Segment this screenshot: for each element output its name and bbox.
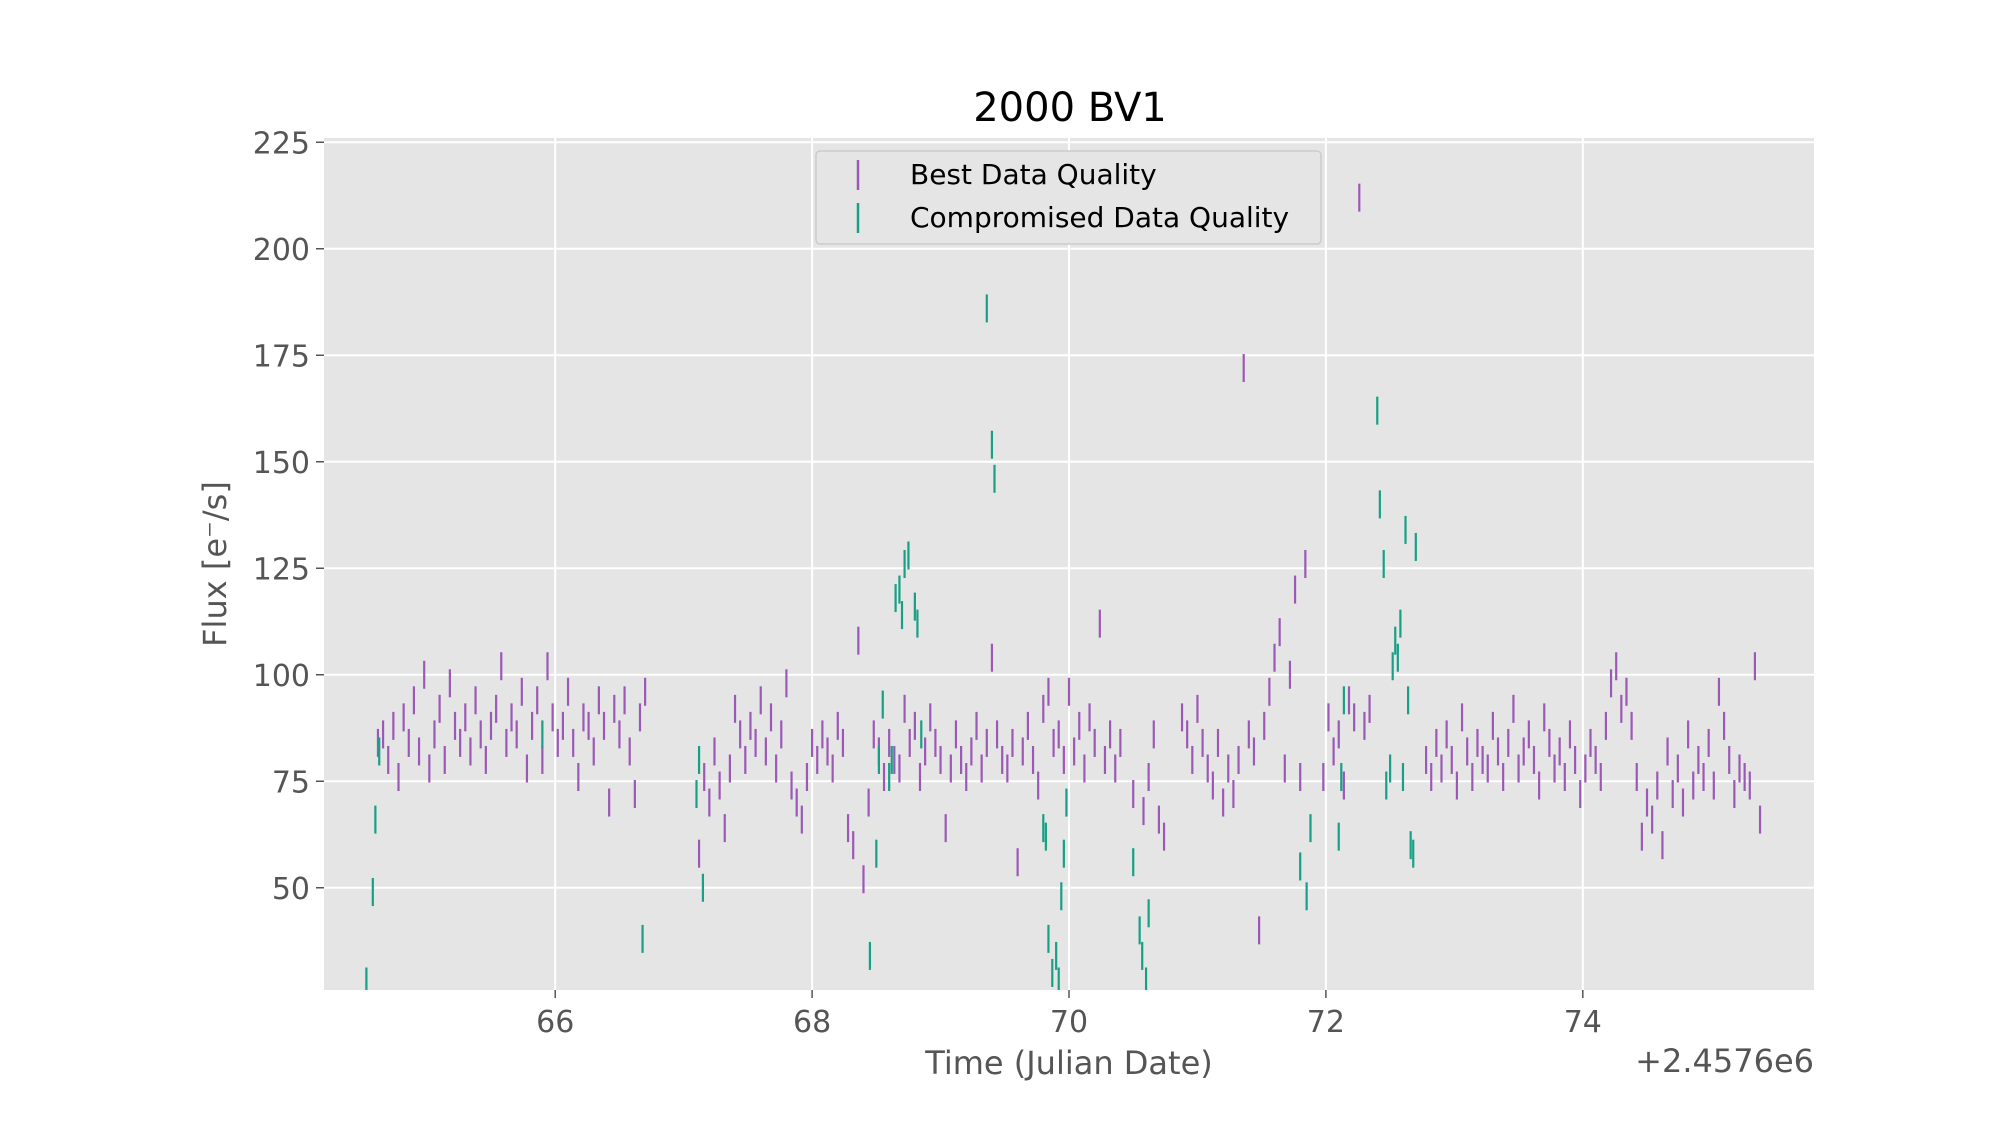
y-tick-label: 75 — [272, 765, 310, 800]
x-tick-label: 70 — [1050, 1005, 1088, 1040]
axis-ticks: 66 68 70 72 74 50 75 100 125 150 175 200 225 — [253, 126, 1602, 1040]
chart-title: 2000 BV1 — [973, 85, 1167, 131]
x-axis-label: Time (Julian Date) — [924, 1044, 1213, 1082]
y-tick-label: 225 — [253, 126, 310, 161]
legend-label-compromised: Compromised Data Quality — [910, 201, 1289, 234]
y-tick-label: 175 — [253, 339, 310, 374]
legend: Best Data Quality Compromised Data Quali… — [815, 150, 1322, 245]
data-points — [365, 183, 1762, 990]
best-quality-series — [376, 183, 1762, 945]
legend-label-best: Best Data Quality — [910, 158, 1157, 191]
x-tick-label: 66 — [536, 1005, 574, 1040]
y-tick-label: 150 — [253, 446, 310, 481]
compromised-quality-series — [365, 294, 1417, 990]
y-tick-label: 200 — [253, 233, 310, 268]
x-tick-label: 68 — [793, 1005, 831, 1040]
y-tick-label: 125 — [253, 552, 310, 587]
y-tick-label: 50 — [272, 872, 310, 907]
y-axis-label: Flux [e⁻/s] — [196, 481, 234, 647]
legend-box — [815, 150, 1322, 245]
x-tick-label: 72 — [1307, 1005, 1345, 1040]
x-axis-offset-label: +2.4576e6 — [1635, 1042, 1814, 1080]
y-tick-label: 100 — [253, 659, 310, 694]
x-tick-label: 74 — [1564, 1005, 1602, 1040]
